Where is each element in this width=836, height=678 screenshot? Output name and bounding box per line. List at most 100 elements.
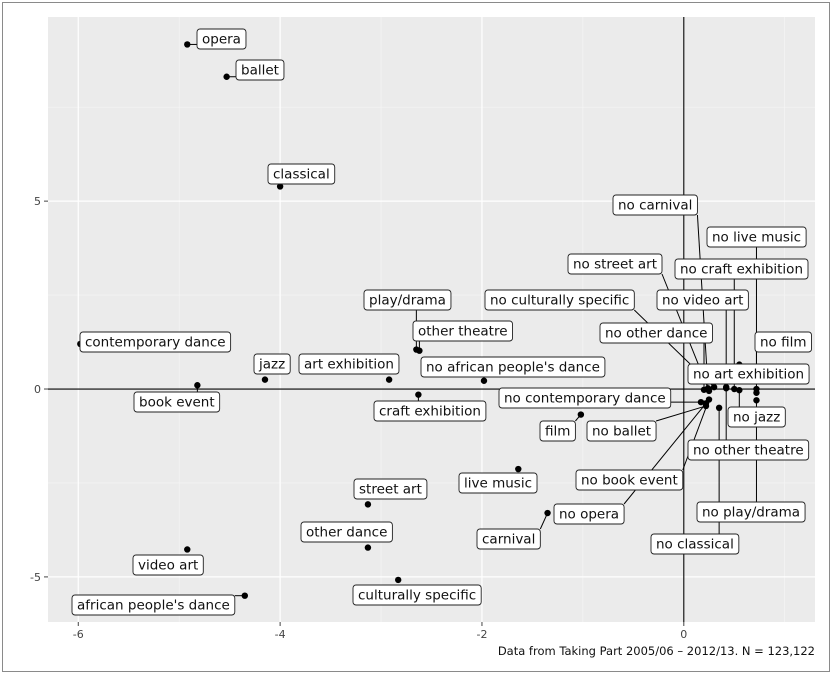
point-label-text: no art exhibition [693, 367, 804, 383]
point-label-text: other dance [306, 525, 387, 541]
point-label-text: art exhibition [304, 357, 394, 373]
label-connector [682, 399, 710, 471]
point-label-text: no jazz [733, 410, 780, 426]
point-label-box [754, 331, 812, 353]
point-label: no live music [706, 226, 807, 248]
point-label-text: live music [464, 476, 532, 492]
point-label: film [539, 420, 576, 442]
point-label-text: no contemporary dance [504, 391, 666, 407]
point-label: craft exhibition [373, 400, 487, 422]
data-point [241, 592, 248, 599]
point-label-text: no video art [662, 293, 743, 309]
data-point [722, 383, 730, 391]
data-point [416, 347, 423, 354]
data-point [394, 576, 402, 584]
point-label-text: street art [359, 482, 422, 498]
data-point [705, 387, 713, 395]
point-label-box [696, 501, 806, 523]
data-point [515, 465, 522, 473]
point-label: no film [754, 331, 812, 353]
point-label: no ballet [586, 420, 657, 442]
point-label-text: no carnival [618, 198, 692, 214]
point-label: jazz [253, 353, 291, 375]
point-label-text: no street art [573, 257, 657, 273]
point-label-box [650, 533, 740, 555]
x-tick-label: 0 [680, 628, 687, 641]
point-label-box [706, 226, 807, 248]
point-label: no culturally specific [484, 289, 635, 311]
point-label: no book event [575, 469, 684, 491]
data-point [753, 397, 760, 404]
point-label-text: play/drama [369, 293, 446, 309]
point-label-text: no other dance [605, 326, 708, 342]
data-point [385, 376, 393, 383]
point-label-text: no book event [581, 473, 678, 489]
point-label-text: ballet [241, 63, 279, 79]
point-label-text: contemporary dance [85, 335, 226, 351]
point-label-box [352, 584, 482, 606]
point-label: no contemporary dance [498, 387, 672, 409]
point-label: no art exhibition [687, 363, 810, 385]
point-label: other dance [300, 521, 393, 543]
point-label-box [553, 503, 625, 525]
point-label-text: no ballet [592, 424, 651, 440]
point-label: classical [267, 163, 336, 185]
point-label-box [539, 420, 576, 442]
point-label-box [567, 253, 663, 275]
point-label: no other dance [599, 322, 713, 344]
point-label: no african people's dance [420, 356, 606, 378]
point-label-text: no opera [559, 507, 619, 523]
point-label-box [476, 528, 541, 550]
point-label-box [458, 472, 538, 494]
data-point [223, 73, 230, 80]
point-label: no opera [553, 503, 625, 525]
point-label-text: jazz [258, 357, 285, 373]
chart-frame [2, 2, 830, 672]
data-point [731, 385, 738, 393]
point-label: live music [458, 472, 538, 494]
data-point [753, 385, 760, 393]
point-label-text: no other theatre [693, 443, 804, 459]
data-point [736, 386, 743, 394]
point-label-text: other theatre [418, 324, 508, 340]
point-label: play/drama [363, 289, 452, 311]
data-point [184, 41, 191, 48]
point-label: street art [353, 478, 428, 500]
point-label-text: video art [138, 558, 198, 574]
point-label-text: carnival [482, 532, 535, 548]
point-label-box [132, 554, 204, 576]
point-label-box [586, 420, 657, 442]
data-point [194, 382, 201, 389]
point-label: carnival [476, 528, 541, 550]
plot-panel [48, 17, 815, 622]
x-tick-label: -6 [73, 628, 84, 641]
point-label: no play/drama [696, 501, 806, 523]
point-label-text: craft exhibition [379, 404, 481, 420]
point-label-box [298, 353, 400, 375]
point-label: no classical [650, 533, 740, 555]
data-point [364, 544, 372, 551]
point-label-text: african people's dance [77, 598, 230, 614]
data-point [702, 400, 710, 407]
point-label-box [612, 194, 698, 216]
point-label-text: book event [139, 395, 215, 411]
point-label-box [484, 289, 635, 311]
point-label: no craft exhibition [674, 258, 809, 280]
point-label-text: no culturally specific [490, 293, 629, 309]
point-label-box [687, 363, 810, 385]
point-label: contemporary dance [79, 331, 232, 353]
point-label-box [71, 594, 236, 616]
point-label-text: no classical [656, 537, 734, 553]
point-label: no jazz [727, 406, 786, 428]
point-label-box [727, 406, 786, 428]
point-label-box [267, 163, 336, 185]
point-label: no street art [567, 253, 663, 275]
data-points [77, 41, 760, 599]
point-label: book event [133, 391, 221, 413]
point-label: art exhibition [298, 353, 400, 375]
label-connector [655, 405, 707, 422]
data-point [700, 386, 708, 393]
point-label-text: no craft exhibition [680, 262, 803, 278]
point-label-box [599, 322, 713, 344]
